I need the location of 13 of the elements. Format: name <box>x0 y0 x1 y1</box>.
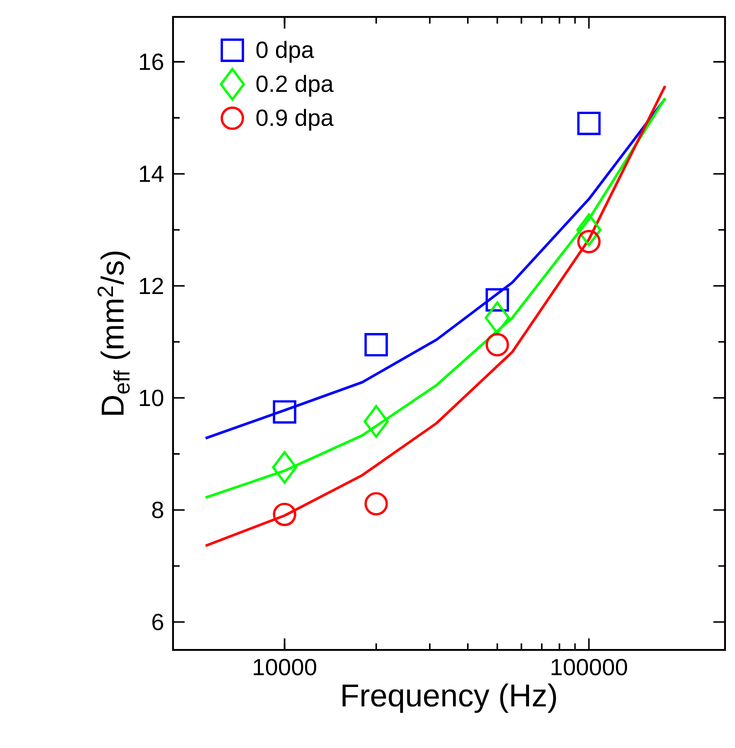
x-tick-label: 10000 <box>254 658 316 676</box>
y-axis-title: D$_{eff}$ (mm$^{2}$/s) <box>98 252 130 415</box>
legend-label: 0 dpa <box>256 40 314 63</box>
y-tick-label: 14 <box>140 166 164 182</box>
legend-label: 0.2 dpa <box>256 74 334 97</box>
y-tick-label: 16 <box>140 54 164 70</box>
y-tick-label: 12 <box>140 278 164 294</box>
x-axis-title: Frequency (Hz) <box>342 683 556 713</box>
y-tick-label: 6 <box>152 614 164 630</box>
legend-label: 0.9 dpa <box>256 108 334 131</box>
y-tick-label: 10 <box>140 390 164 406</box>
x-tick-label: 100000 <box>552 658 628 676</box>
y-tick-label: 8 <box>152 502 164 518</box>
